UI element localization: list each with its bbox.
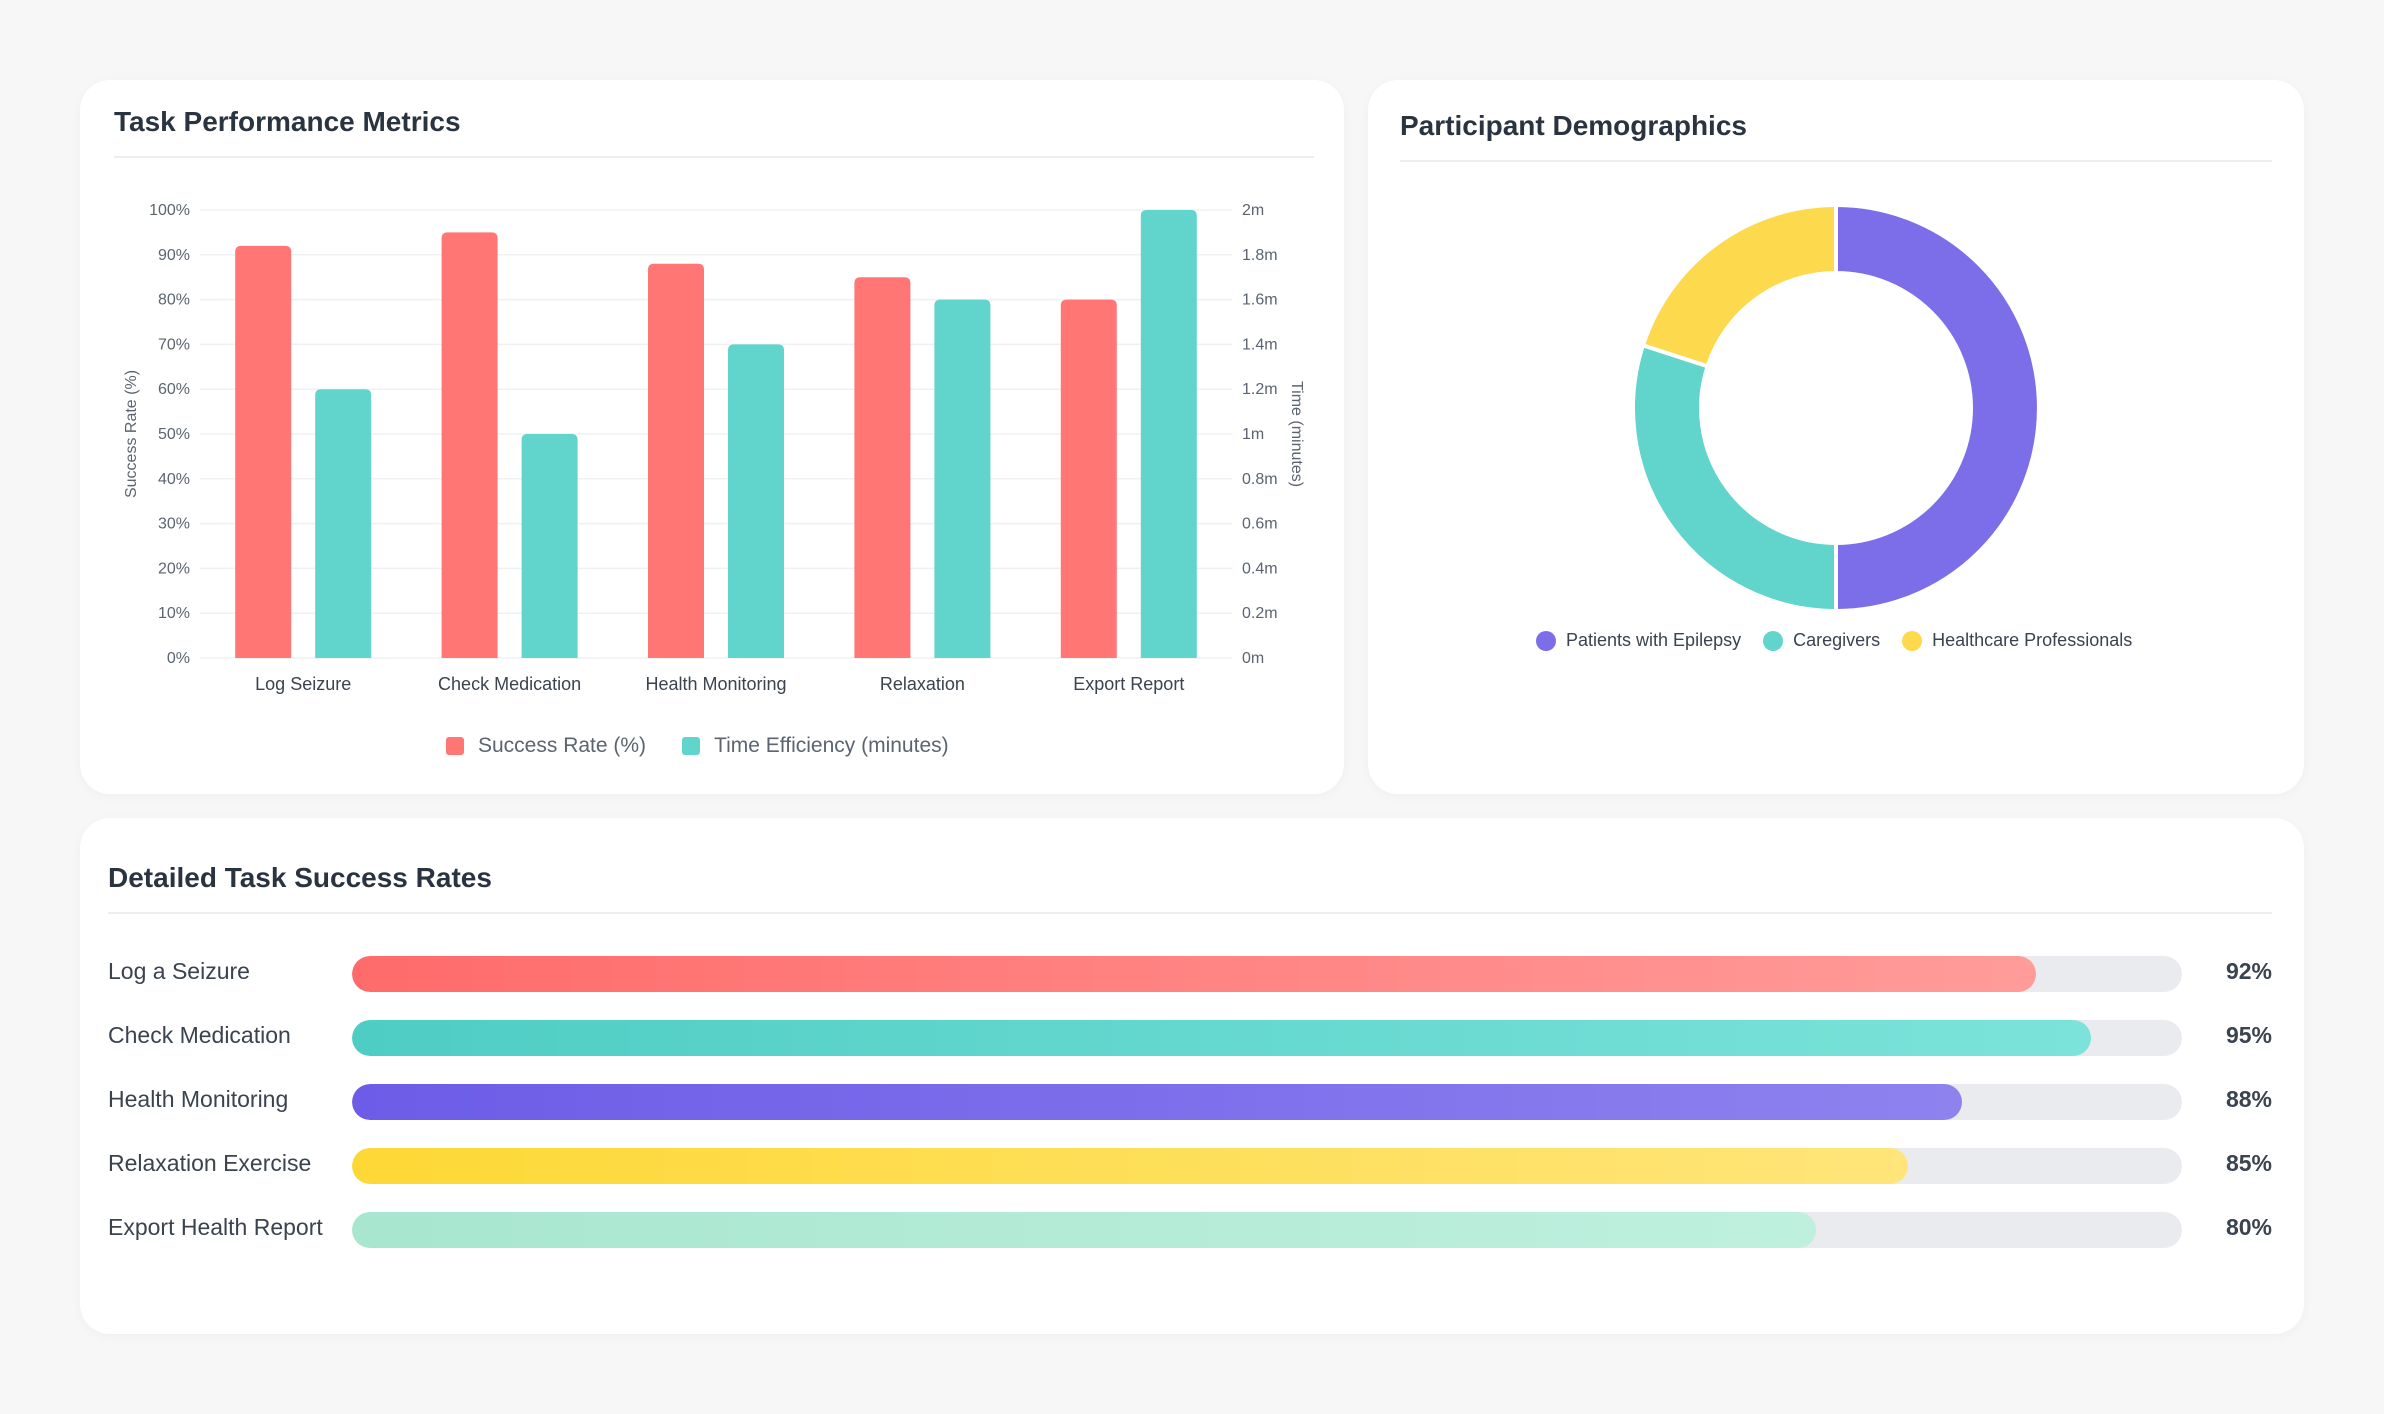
y2-axis-title: Time (minutes) (1288, 381, 1305, 487)
legend-item-caregivers[interactable]: Caregivers (1763, 630, 1880, 651)
bar-success-rate[interactable] (235, 245, 292, 658)
legend-label-caregivers: Caregivers (1793, 630, 1881, 650)
progress-value: 95% (2225, 1022, 2272, 1048)
legend-swatch-time-efficiency (682, 737, 701, 755)
legend-item-healthcare-professionals[interactable]: Healthcare Professionals (1902, 630, 2132, 651)
progress-row: Relaxation Exercise 85% (80, 1146, 2304, 1186)
progress-fill (352, 956, 2036, 992)
doughnut-slice[interactable] (1640, 203, 1838, 369)
progress-row: Check Medication 95% (80, 1018, 2304, 1058)
bar-time-efficiency[interactable] (728, 344, 784, 658)
bar-time-efficiency[interactable] (521, 434, 578, 658)
y-tick-label: 40% (158, 471, 190, 488)
y2-tick-label: 0.8m (1242, 471, 1278, 488)
legend-dot-healthcare-professionals (1902, 630, 1923, 651)
demographics-title: Participant Demographics (1400, 110, 1747, 141)
y-tick-label: 0% (167, 650, 190, 667)
legend-dot-patients (1536, 630, 1556, 651)
y-tick-label: 90% (158, 247, 190, 264)
legend-item-patients[interactable]: Patients with Epilepsy (1536, 630, 1741, 651)
y2-tick-label: 1.2m (1242, 381, 1278, 398)
y2-tick-label: 1.8m (1242, 247, 1278, 264)
progress-track (352, 1148, 2182, 1184)
progress-fill (352, 1148, 1908, 1184)
progress-value: 88% (2225, 1086, 2272, 1112)
legend-label-time-efficiency: Time Efficiency (minutes) (714, 734, 949, 757)
x-category-label: Relaxation (880, 674, 965, 694)
demographics-divider (1400, 160, 2272, 162)
y-tick-label: 80% (158, 292, 190, 309)
performance-card: Task Performance Metrics 0% 0m 10% 0.2m 20% 0… (80, 80, 1344, 794)
progress-label: Log a Seizure (108, 958, 250, 984)
progress-track (352, 956, 2182, 992)
performance-title: Task Performance Metrics (114, 106, 461, 137)
y-tick-label: 20% (158, 560, 190, 577)
doughnut-slice[interactable] (1834, 203, 2041, 613)
y-tick-label: 100% (149, 202, 190, 219)
x-category-label: Log Seizure (255, 674, 351, 694)
y2-tick-label: 0.4m (1242, 560, 1278, 577)
bar-time-efficiency[interactable] (315, 389, 372, 658)
y2-tick-label: 0.6m (1242, 516, 1278, 533)
legend-label-patients: Patients with Epilepsy (1566, 630, 1742, 650)
y2-tick-label: 1.4m (1242, 336, 1278, 353)
performance-legend: Success Rate (%) Time Efficiency (minute… (446, 734, 949, 758)
progress-fill (352, 1212, 1816, 1248)
y-tick-label: 50% (158, 426, 190, 443)
x-category-label: Health Monitoring (645, 674, 786, 694)
progress-fill (352, 1020, 2091, 1056)
legend-swatch-success-rate (446, 737, 464, 755)
progress-value: 80% (2225, 1214, 2272, 1240)
bar-success-rate[interactable] (648, 263, 704, 658)
detail-title: Detailed Task Success Rates (108, 862, 492, 893)
legend-dot-caregivers (1763, 630, 1784, 651)
progress-value: 92% (2225, 958, 2272, 984)
bar-time-efficiency[interactable] (1140, 210, 1197, 658)
y2-tick-label: 1.6m (1242, 292, 1278, 309)
y-tick-label: 70% (158, 336, 190, 353)
bar-success-rate[interactable] (854, 277, 911, 658)
legend-label-healthcare-professionals: Healthcare Professionals (1932, 630, 2133, 650)
progress-row: Log a Seizure 92% (80, 954, 2304, 994)
y-tick-label: 60% (158, 381, 190, 398)
progress-row: Health Monitoring 88% (80, 1082, 2304, 1122)
x-category-label: Export Report (1073, 674, 1184, 694)
performance-divider (114, 156, 1314, 158)
bar-success-rate[interactable] (441, 232, 498, 658)
y-axis-title: Success Rate (%) (123, 370, 140, 498)
demographics-legend: Patients with Epilepsy Caregivers Health… (1536, 630, 2132, 651)
doughnut-slice[interactable] (1631, 343, 1838, 613)
y2-tick-label: 1m (1242, 426, 1264, 443)
y-tick-label: 10% (158, 605, 190, 622)
y2-tick-label: 0m (1242, 650, 1264, 667)
demographics-card: Participant Demographics Patients with E… (1368, 80, 2304, 794)
progress-value: 85% (2225, 1150, 2272, 1176)
detail-divider (108, 912, 2272, 914)
legend-item-success-rate[interactable]: Success Rate (%) (446, 734, 646, 758)
detail-card: Detailed Task Success Rates Log a Seizur… (80, 818, 2304, 1334)
progress-fill (352, 1084, 1963, 1120)
performance-bar-chart: 0% 0m 10% 0.2m 20% 0.4m 30% 0.6m 40% 0.8m 50% 1m 60%… (123, 202, 1305, 694)
bar-success-rate[interactable] (1060, 299, 1117, 658)
progress-label: Check Medication (108, 1022, 291, 1048)
progress-label: Health Monitoring (108, 1086, 289, 1112)
y2-tick-label: 2m (1242, 202, 1264, 219)
legend-item-time-efficiency[interactable]: Time Efficiency (minutes) (682, 734, 949, 758)
demographics-doughnut-chart (1631, 203, 2041, 613)
legend-label-success-rate: Success Rate (%) (478, 734, 647, 757)
bar-time-efficiency[interactable] (934, 299, 991, 658)
progress-label: Export Health Report (108, 1214, 323, 1240)
y-tick-label: 30% (158, 516, 190, 533)
progress-track (352, 1212, 2182, 1248)
progress-label: Relaxation Exercise (108, 1150, 312, 1176)
progress-row: Export Health Report 80% (80, 1210, 2304, 1250)
progress-track (352, 1084, 2182, 1120)
y2-tick-label: 0.2m (1242, 605, 1278, 622)
x-category-label: Check Medication (438, 674, 581, 694)
progress-track (352, 1020, 2182, 1056)
